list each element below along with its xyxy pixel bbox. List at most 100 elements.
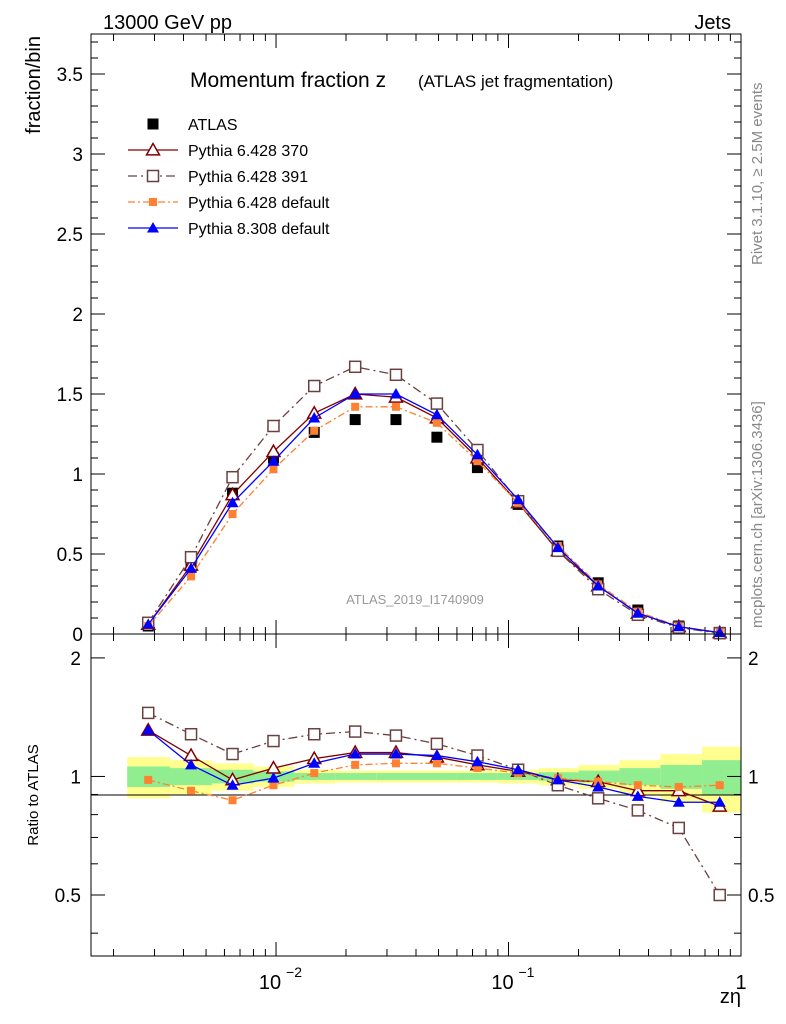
ratio-ytick-label: 1: [70, 767, 81, 788]
data-point: [307, 379, 321, 393]
ratio-ytick-label: 2: [70, 649, 81, 670]
main-ytick-label: 0: [72, 625, 83, 646]
ratio-ylabel: Ratio to ATLAS: [25, 744, 42, 845]
series-line: [147, 406, 720, 634]
ratio-ytick-label: 0.5: [55, 886, 81, 907]
ratio-point: [430, 749, 443, 761]
analysis-id: ATLAS_2019_I1740909: [346, 592, 484, 607]
ratio-point: [142, 724, 155, 735]
band-green: [619, 768, 661, 786]
ratio-xtick-label: 1: [735, 972, 746, 994]
legend-marker: [145, 141, 161, 156]
ratio-point: [348, 725, 362, 738]
legend-marker: [146, 169, 160, 183]
ratio-panel: 0.5 0.5 1 1 2 2 10 −2 10 −1 1 Ratio to ATLAS zη: [25, 633, 774, 1008]
legend-label: Pythia 6.428 391: [188, 169, 308, 186]
xtick-base: 10: [491, 972, 513, 994]
ratio-point: [631, 790, 644, 801]
data-point: [471, 462, 483, 474]
ratio-point: [471, 755, 484, 767]
data-point: [351, 402, 360, 411]
ratio-point: [269, 781, 278, 790]
data-point: [512, 493, 525, 505]
ratio-point: [226, 779, 239, 790]
band-green: [335, 773, 377, 780]
ratio-series-group: [140, 706, 728, 902]
data-point: [349, 388, 362, 399]
rivet-label: Rivet 3.1.10, ≥ 2.5M events: [749, 83, 766, 266]
ratio-point: [473, 764, 482, 773]
xtick-exponent: −1: [519, 964, 535, 980]
ratio-point: [430, 737, 444, 751]
ratio-series-3: [142, 724, 726, 807]
data-point: [672, 620, 685, 632]
main-series-group: [140, 360, 728, 640]
ratio-point: [308, 757, 321, 768]
ratio-point: [512, 763, 525, 775]
legend-label: Pythia 6.428 370: [188, 143, 308, 160]
band-green: [376, 773, 416, 780]
legend-marker: [149, 198, 157, 206]
main-axis-ticks: 0 0.5 1 1.5 2 2.5 3 3.5: [57, 34, 742, 646]
main-ytick-label: 2.5: [57, 225, 83, 246]
data-point: [267, 419, 280, 433]
ratio-point: [391, 759, 400, 768]
main-title-note: (ATLAS jet fragmentation): [418, 72, 613, 91]
mcplots-label: mcplots.cern.ch [arXiv:1306.3436]: [749, 401, 766, 628]
ratio-point: [184, 727, 198, 741]
ratio-point: [591, 792, 605, 805]
ratio-point: [228, 796, 237, 805]
data-point: [471, 448, 484, 460]
data-point: [390, 414, 402, 426]
ratio-point: [713, 796, 726, 807]
band-green: [416, 773, 457, 780]
ratio-point: [389, 729, 403, 742]
header-left: 13000 GeV pp: [103, 12, 232, 34]
ratio-point: [267, 772, 280, 783]
main-ytick-label: 1: [72, 465, 83, 486]
data-point: [349, 414, 361, 426]
data-point: [308, 412, 321, 423]
main-ytick-label: 2: [72, 305, 83, 326]
ratio-axis-ticks: 0.5 0.5 1 1 2 2 10 −2 10 −1 1: [55, 634, 774, 994]
main-ytick-label: 3.5: [57, 65, 83, 86]
data-point: [228, 510, 237, 518]
data-point: [310, 426, 319, 435]
ratio-point: [633, 781, 642, 790]
legend-label: Pythia 8.308 default: [188, 221, 330, 238]
ratio-point: [674, 783, 683, 792]
ratio-point: [187, 786, 196, 795]
ratio-point: [713, 888, 726, 902]
data-point: [142, 618, 155, 629]
ratio-point: [307, 727, 321, 741]
legend-label: ATLAS: [188, 117, 238, 134]
data-point: [389, 388, 402, 399]
band-green: [702, 760, 741, 795]
data-point: [348, 360, 362, 374]
ratio-ytick-label-right: 0.5: [748, 886, 774, 907]
ratio-point: [141, 706, 155, 720]
ratio-line: [147, 712, 721, 896]
main-ytick-label: 0.5: [57, 545, 83, 566]
xtick-base: 1: [735, 972, 746, 994]
data-point: [267, 455, 280, 466]
series-4: [142, 388, 726, 638]
ratio-xtick-label: 10 −2: [259, 964, 302, 994]
legend-marker: [147, 222, 159, 233]
ratio-point: [672, 796, 685, 807]
legend-label: Pythia 6.428 default: [188, 195, 330, 212]
data-point: [184, 550, 198, 564]
ratio-point: [267, 734, 280, 748]
main-ytick-label: 3: [72, 145, 83, 166]
ratio-point: [226, 747, 239, 761]
ratio-ytick-label-right: 2: [748, 649, 759, 670]
ratio-point: [351, 760, 360, 769]
header-right: Jets: [694, 12, 731, 34]
ratio-point: [432, 759, 441, 768]
data-point: [551, 541, 564, 553]
ratio-point: [592, 781, 605, 792]
data-point: [226, 496, 239, 508]
data-point: [430, 408, 443, 420]
data-point: [592, 580, 605, 591]
